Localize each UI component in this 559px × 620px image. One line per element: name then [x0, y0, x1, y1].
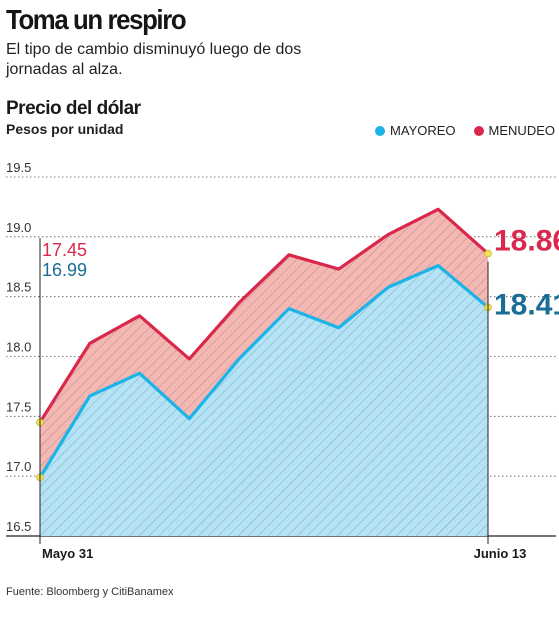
legend-label-mayoreo: MAYOREO [390, 123, 456, 138]
y-tick-label: 17.0 [6, 459, 31, 474]
y-tick-label: 16.5 [6, 519, 31, 534]
legend: MAYOREO MENUDEO [375, 123, 555, 138]
start-label-menudeo: 17.45 [42, 240, 87, 260]
y-tick-label: 17.5 [6, 399, 31, 414]
line-mayoreo [38, 263, 490, 479]
y-tick-label: 19.0 [6, 220, 31, 235]
endpoint-marker [484, 249, 492, 258]
start-label-mayoreo: 16.99 [42, 260, 87, 280]
end-label-mayoreo: 18.41 [494, 288, 559, 321]
legend-item-menudeo: MENUDEO [473, 123, 555, 138]
y-tick-label: 19.5 [6, 160, 31, 175]
area-mayoreo-hatch [40, 265, 488, 536]
legend-item-mayoreo: MAYOREO [375, 123, 456, 138]
legend-label-menudeo: MENUDEO [488, 123, 555, 138]
exchange-rate-chart: 16.5 17.0 17.5 18.0 18.5 19.0 19.5 Mayo 31 Juni… [6, 160, 559, 561]
end-label-menudeo: 18.86 [494, 225, 559, 258]
legend-swatch-mayoreo [375, 125, 386, 136]
chart-title: Precio del dólar [6, 98, 141, 119]
x-tick-label: Mayo 31 [42, 546, 93, 561]
y-tick-label: 18.5 [6, 280, 31, 295]
series-lines [36, 207, 492, 482]
area-menudeo-hatch [40, 209, 488, 478]
axes: Mayo 31 Junio 13 [39, 238, 527, 561]
headline: Toma un respiro [6, 4, 187, 35]
source-note: Fuente: Bloomberg y CitiBanamex [6, 586, 174, 598]
x-tick-label: Junio 13 [474, 546, 527, 561]
line-menudeo [38, 207, 490, 424]
y-axis-label: Pesos por unidad [6, 121, 124, 137]
legend-swatch-menudeo [473, 125, 484, 136]
area-fills [40, 209, 488, 536]
y-tick-label: 18.0 [6, 340, 31, 355]
subtitle: El tipo de cambio disminuyó luego de dos… [6, 41, 302, 78]
